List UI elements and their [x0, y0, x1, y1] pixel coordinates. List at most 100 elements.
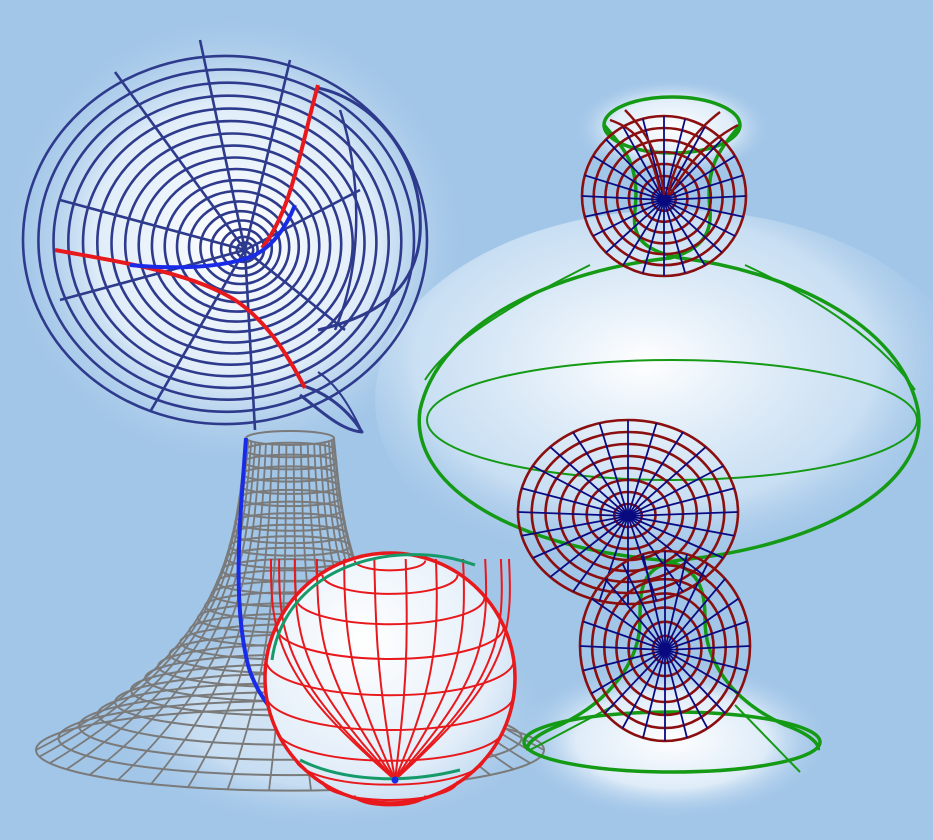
vase-disk-spoke — [664, 578, 726, 651]
vase-disk-spoke — [621, 649, 666, 729]
vase-disk-spoke — [641, 118, 665, 201]
vase-disk-spoke — [622, 126, 665, 201]
vase-disk-spoke — [664, 563, 709, 651]
cone-ring — [137, 156, 332, 334]
sphere-latitude — [265, 695, 515, 732]
cone-cusp-red-top — [260, 84, 320, 250]
sphere-longitude — [315, 558, 396, 781]
vase-disk-spoke — [663, 199, 736, 237]
vase-disk-spoke — [642, 553, 666, 651]
vase-disk-spoke — [579, 645, 666, 651]
vase-disk-spoke — [517, 511, 629, 517]
cone-ring — [67, 94, 390, 390]
vase-bottom-patch — [578, 549, 752, 743]
pseudosphere-meridian — [150, 443, 267, 785]
sphere-longitude — [394, 558, 465, 781]
vase-disk-spoke — [582, 620, 666, 651]
sphere-latitude — [294, 597, 486, 626]
vase-disk-spoke — [627, 515, 724, 559]
cone-surface-top-left — [21, 39, 429, 434]
vase-disk-spoke — [627, 487, 735, 517]
vase-disk-spoke — [663, 199, 744, 218]
vase-guide-left — [424, 264, 591, 381]
vase-disk-center — [623, 511, 633, 521]
vase-disk-spoke — [664, 649, 740, 695]
pseudosphere-meridian — [187, 444, 274, 788]
vase-disk-spoke — [581, 195, 665, 201]
pseudosphere-meridian — [89, 442, 257, 776]
vase-disk-spoke — [549, 515, 629, 578]
vase-disk-spoke — [572, 431, 629, 517]
sphere-longitude — [394, 558, 488, 781]
vase-disk-spoke — [598, 515, 629, 602]
vase-guide-bottom-right — [734, 704, 801, 773]
vase-disk-spoke — [663, 155, 736, 201]
cone-ring — [21, 54, 429, 426]
vase-disk-spoke — [664, 597, 740, 651]
vase-disk-spoke — [664, 649, 688, 739]
sphere-latitude — [265, 660, 515, 697]
vase-disk-center — [660, 645, 670, 655]
vase-disk-spoke — [664, 649, 726, 714]
vase-disk-spoke — [627, 515, 707, 578]
vase-disk-spoke — [663, 199, 706, 266]
cone-ring — [52, 81, 403, 401]
vase-disk-spoke — [532, 465, 629, 517]
vase-disk-spoke — [592, 155, 665, 201]
sphere-contact-curve-bottom — [299, 758, 461, 781]
pseudosphere-ring — [228, 535, 352, 557]
vase-disk-spoke — [521, 515, 629, 537]
cone-spoke — [59, 198, 246, 252]
sphere-longitude — [270, 559, 396, 781]
vase-disk-spoke — [584, 174, 665, 201]
vase-disk-center — [659, 195, 669, 205]
cone-ring — [37, 68, 416, 414]
sphere-longitude — [373, 558, 396, 781]
cone-spoke — [244, 188, 361, 252]
sphere-longitude — [394, 558, 408, 781]
sphere-longitude — [343, 558, 396, 781]
vase-disk-spoke — [621, 563, 666, 651]
vase-disk-spoke — [627, 431, 684, 517]
cone-spoke — [243, 59, 292, 251]
cone-spoke — [244, 248, 346, 332]
vase-disk-spoke — [590, 649, 666, 695]
vase-surface-right — [417, 95, 921, 774]
vase-disk-spoke — [590, 597, 666, 651]
vase-disk-spoke — [582, 649, 666, 672]
cone-cusp-red-left — [54, 248, 307, 389]
vase-disk-spoke — [641, 199, 665, 274]
vase-equator — [426, 359, 918, 481]
cone-spoke — [198, 39, 247, 251]
vase-disk-spoke — [572, 515, 629, 593]
cone-ring — [199, 209, 282, 286]
sphere-longitude — [293, 559, 396, 781]
vase-guide-right — [744, 264, 916, 391]
sphere-longitude — [394, 558, 438, 781]
vase-guide-bottom-left — [529, 704, 616, 751]
cone-ring — [81, 107, 378, 378]
cone-ring — [187, 200, 291, 295]
vase-disk-spoke — [627, 515, 658, 602]
vase-disk-spoke — [604, 578, 666, 651]
cone-flap-fold — [333, 109, 358, 331]
sphere-latitude — [275, 728, 505, 762]
vase-disk-spoke — [605, 138, 665, 201]
vase-disk-spoke — [598, 422, 629, 517]
sphere-contact-curve-top — [270, 553, 476, 661]
cone-ring — [110, 132, 355, 355]
vase-disk-spoke — [627, 465, 724, 517]
cone-rear-flap — [317, 86, 422, 332]
vase-disk-spoke — [604, 649, 666, 714]
pseudosphere-meridian — [226, 444, 281, 790]
vase-disk-spoke — [584, 199, 665, 218]
vase-disk-spoke — [627, 511, 739, 517]
vase-disk-spoke — [627, 515, 735, 537]
cone-ring — [228, 235, 259, 264]
vase-disk-spoke — [532, 515, 629, 559]
vase-disk-spoke — [592, 199, 665, 237]
vase-disk-spoke — [663, 195, 747, 201]
vase-disk-spoke — [664, 620, 748, 651]
vase-disk-spoke — [663, 199, 687, 274]
